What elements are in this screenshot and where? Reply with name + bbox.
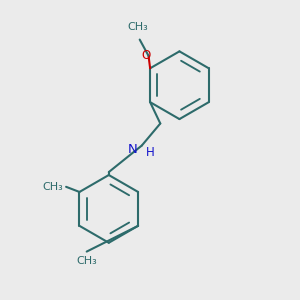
Text: N: N (128, 142, 138, 156)
Text: CH₃: CH₃ (76, 256, 97, 266)
Text: CH₃: CH₃ (42, 182, 63, 192)
Text: CH₃: CH₃ (128, 22, 148, 32)
Text: H: H (146, 146, 154, 159)
Text: O: O (142, 49, 151, 62)
